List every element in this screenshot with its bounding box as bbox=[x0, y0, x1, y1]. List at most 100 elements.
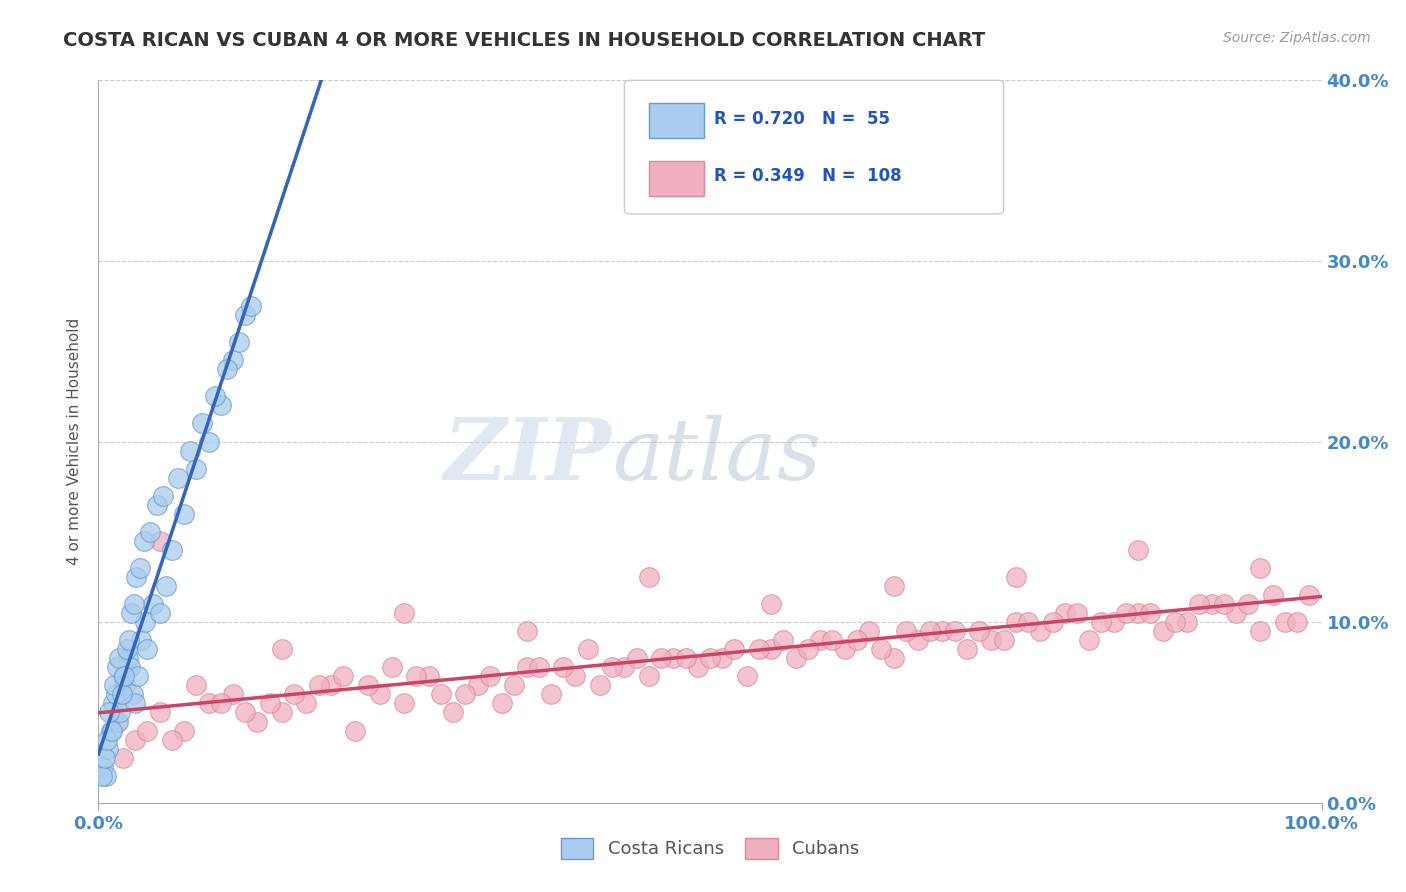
Point bbox=[204, 389, 226, 403]
Point bbox=[319, 678, 342, 692]
Point bbox=[589, 678, 612, 692]
Point bbox=[430, 687, 453, 701]
Point bbox=[101, 697, 124, 711]
Point bbox=[637, 570, 661, 584]
Point bbox=[564, 669, 586, 683]
Point bbox=[155, 579, 177, 593]
Point bbox=[160, 732, 183, 747]
Point bbox=[1274, 615, 1296, 630]
Point bbox=[191, 417, 214, 431]
Point bbox=[1078, 633, 1101, 648]
Point bbox=[240, 299, 263, 313]
Point bbox=[197, 697, 219, 711]
Point bbox=[1042, 615, 1064, 630]
Point bbox=[127, 669, 149, 683]
Point bbox=[392, 697, 416, 711]
Point bbox=[675, 651, 697, 665]
Point bbox=[91, 760, 114, 774]
FancyBboxPatch shape bbox=[624, 80, 1004, 214]
Point bbox=[785, 651, 807, 665]
Point bbox=[686, 660, 709, 674]
Point bbox=[441, 706, 464, 720]
Point bbox=[797, 642, 820, 657]
Point bbox=[115, 642, 138, 657]
Point bbox=[626, 651, 648, 665]
Point bbox=[233, 706, 256, 720]
Point bbox=[179, 443, 201, 458]
Text: atlas: atlas bbox=[612, 415, 821, 498]
Point bbox=[136, 723, 159, 738]
Point bbox=[637, 669, 661, 683]
Point bbox=[368, 687, 391, 701]
Point bbox=[124, 697, 146, 711]
Point bbox=[600, 660, 623, 674]
Point bbox=[105, 660, 128, 674]
Point bbox=[209, 697, 232, 711]
Point bbox=[152, 489, 174, 503]
Point bbox=[1102, 615, 1125, 630]
Point bbox=[139, 524, 162, 539]
Point bbox=[149, 706, 172, 720]
Legend: Costa Ricans, Cubans: Costa Ricans, Cubans bbox=[554, 830, 866, 866]
Point bbox=[870, 642, 893, 657]
Point bbox=[233, 308, 256, 322]
Point bbox=[1164, 615, 1187, 630]
Point bbox=[834, 642, 856, 657]
Point bbox=[576, 642, 599, 657]
Point bbox=[100, 723, 122, 738]
Point bbox=[1053, 606, 1076, 620]
Point bbox=[980, 633, 1002, 648]
Point bbox=[295, 697, 318, 711]
Point bbox=[1286, 615, 1309, 630]
Point bbox=[967, 624, 990, 639]
Point bbox=[108, 651, 131, 665]
Point bbox=[467, 678, 489, 692]
Point bbox=[129, 561, 152, 575]
Point bbox=[103, 678, 125, 692]
Point bbox=[122, 597, 145, 611]
Point bbox=[1225, 606, 1247, 620]
Point bbox=[167, 471, 190, 485]
Point bbox=[454, 687, 477, 701]
Point bbox=[761, 597, 783, 611]
Point bbox=[993, 633, 1015, 648]
Point bbox=[1128, 606, 1150, 620]
Point bbox=[96, 732, 118, 747]
Text: R = 0.349   N =  108: R = 0.349 N = 108 bbox=[714, 168, 901, 186]
Point bbox=[1029, 624, 1052, 639]
Point bbox=[332, 669, 354, 683]
Point bbox=[101, 723, 124, 738]
Point bbox=[418, 669, 440, 683]
Point bbox=[270, 642, 294, 657]
Point bbox=[136, 642, 159, 657]
Point bbox=[699, 651, 721, 665]
Point bbox=[540, 687, 562, 701]
Point bbox=[356, 678, 378, 692]
Point bbox=[117, 651, 139, 665]
Point bbox=[186, 461, 208, 475]
Point bbox=[344, 723, 367, 738]
Point bbox=[662, 651, 685, 665]
Point bbox=[858, 624, 880, 639]
Point bbox=[134, 615, 156, 630]
Point bbox=[209, 398, 232, 412]
Text: Source: ZipAtlas.com: Source: ZipAtlas.com bbox=[1223, 31, 1371, 45]
Point bbox=[1004, 615, 1026, 630]
Point bbox=[118, 633, 141, 648]
Point bbox=[808, 633, 831, 648]
Point bbox=[491, 697, 513, 711]
Point bbox=[112, 669, 135, 683]
Point bbox=[1250, 624, 1272, 639]
Point bbox=[129, 633, 152, 648]
Point bbox=[1298, 588, 1320, 602]
Point bbox=[1152, 624, 1174, 639]
Point bbox=[98, 706, 121, 720]
Point bbox=[527, 660, 550, 674]
Point bbox=[516, 660, 538, 674]
Point bbox=[308, 678, 330, 692]
Point bbox=[111, 750, 134, 764]
Point bbox=[748, 642, 770, 657]
FancyBboxPatch shape bbox=[648, 161, 704, 196]
Point bbox=[503, 678, 526, 692]
Point bbox=[91, 769, 114, 783]
